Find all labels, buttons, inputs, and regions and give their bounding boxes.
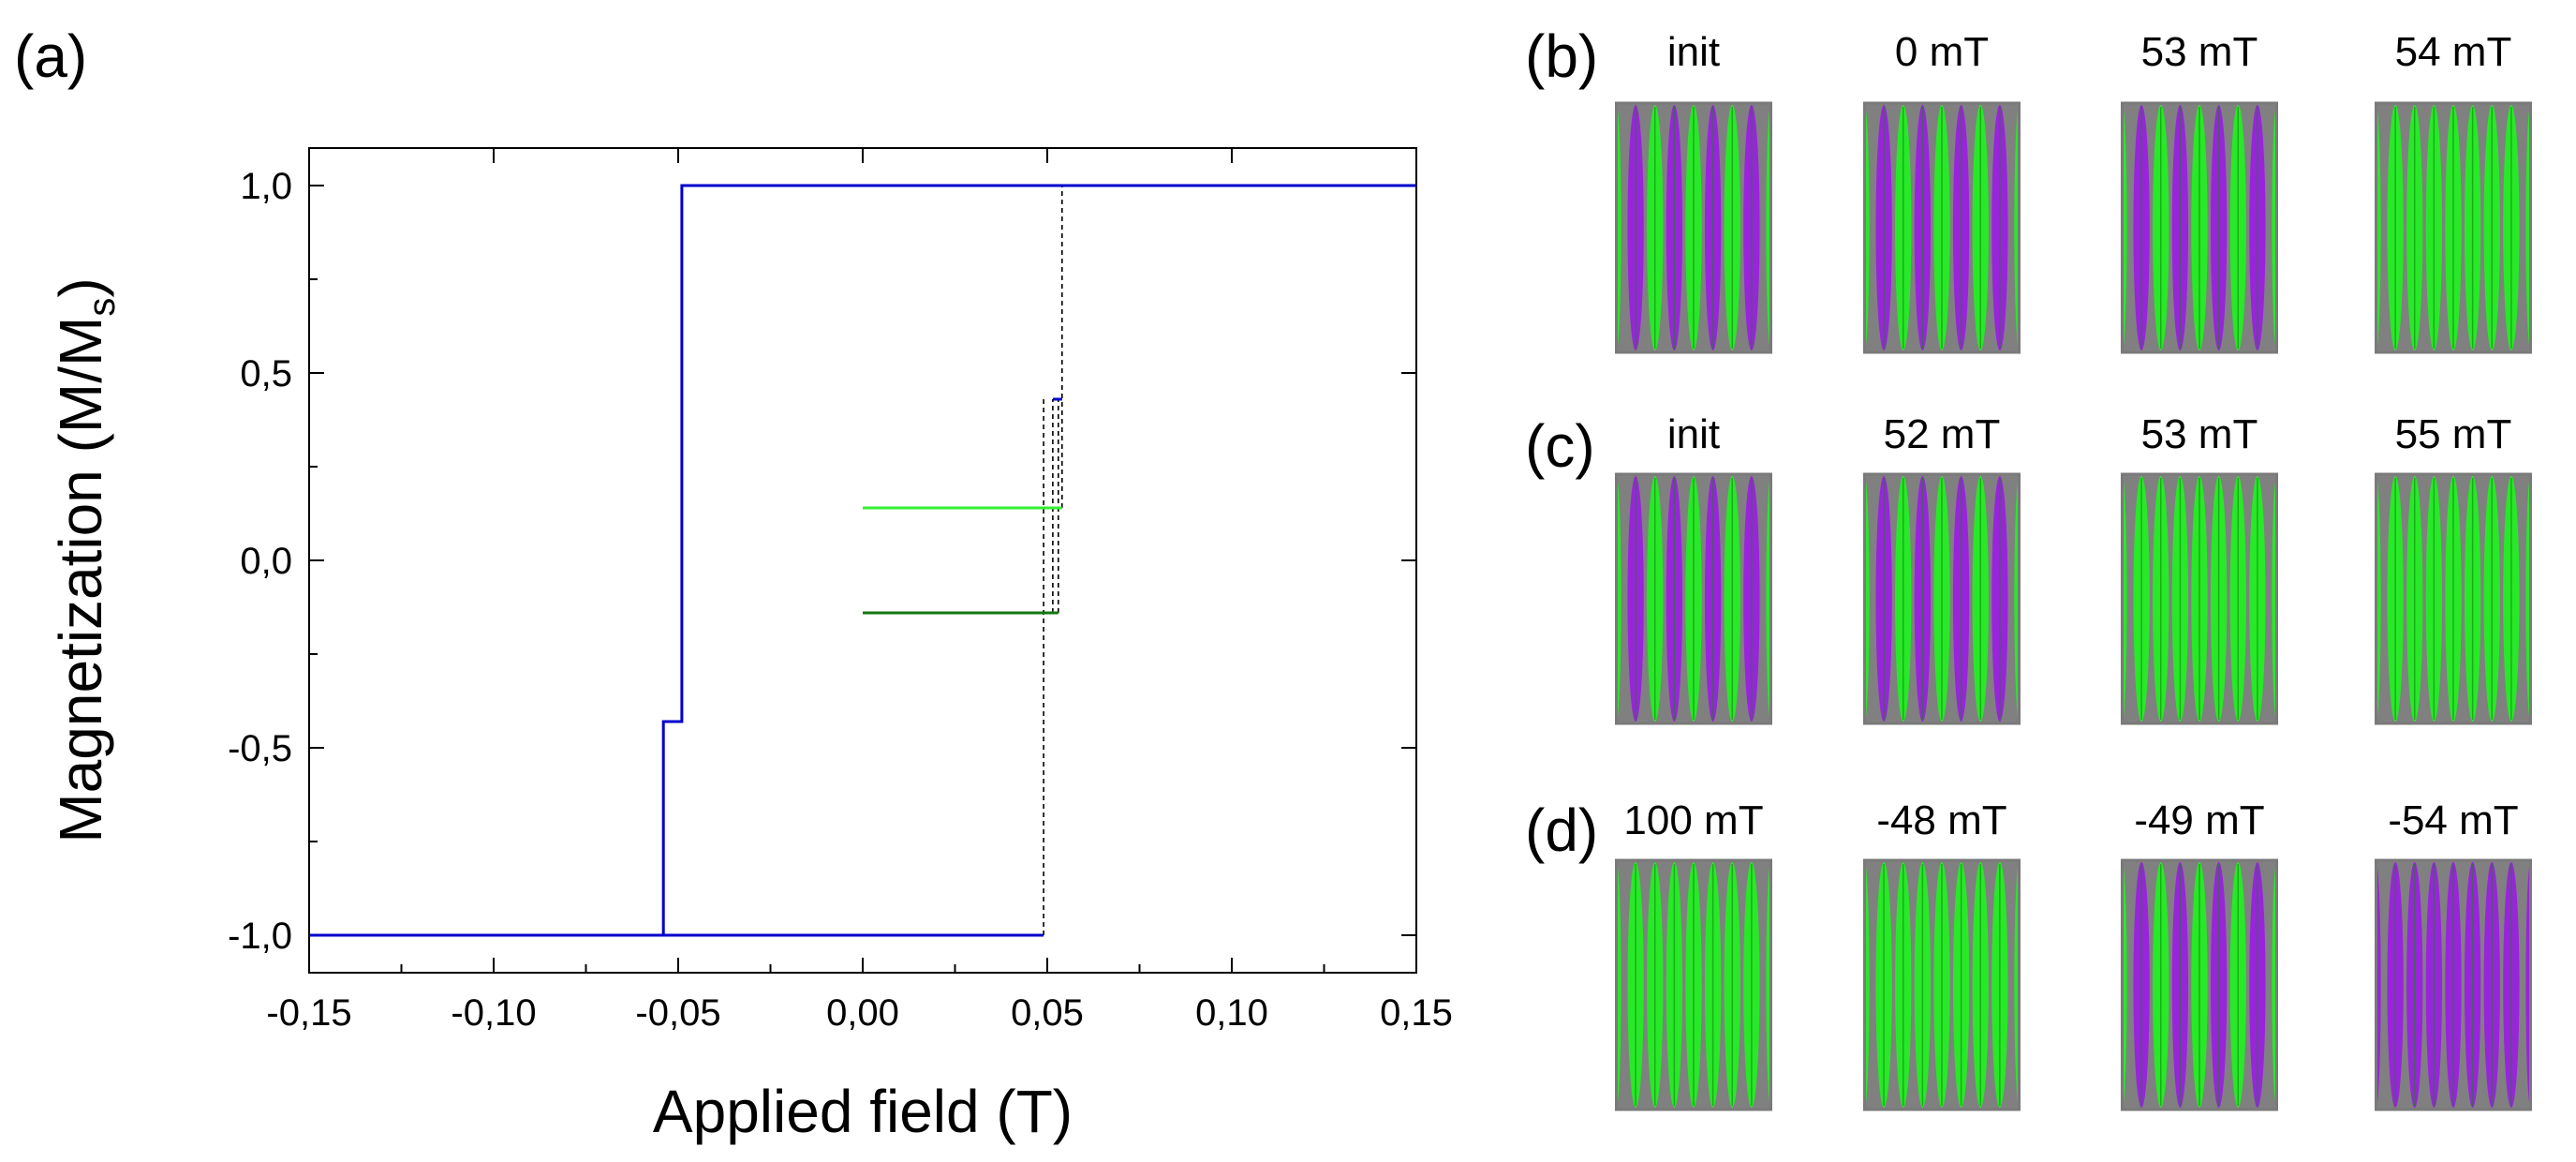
snapshot-mask-right bbox=[2530, 474, 2537, 723]
snapshot-mask-right bbox=[1770, 860, 1777, 1110]
snapshot-border bbox=[1615, 101, 1772, 354]
snapshot-mask-right bbox=[2530, 860, 2537, 1110]
snapshot-mask-left bbox=[1858, 103, 1865, 352]
x-tick-label: 0,10 bbox=[1195, 992, 1268, 1034]
snapshot-mask-left bbox=[2370, 860, 2376, 1110]
snapshot-mask-right bbox=[2019, 103, 2025, 352]
snapshot-b-1 bbox=[1610, 101, 1777, 354]
snapshot-mask-left bbox=[1858, 474, 1865, 723]
snapshot-c-3 bbox=[2116, 472, 2283, 725]
snapshot-label: 52 mT bbox=[1884, 411, 2001, 457]
snapshot-d-1 bbox=[1610, 858, 1777, 1111]
hysteresis-chart: -0,15 -0,10 -0,05 0,00 0,05 0,10 0,15 -1,0 -0,5… bbox=[47, 147, 1453, 1145]
snapshot-mask-left bbox=[1610, 103, 1617, 352]
snapshot-border bbox=[2375, 101, 2532, 354]
x-tick-label: 0,05 bbox=[1011, 992, 1084, 1034]
x-axis-title: Applied field (T) bbox=[653, 1078, 1073, 1145]
panel-label-c: (c) bbox=[1525, 412, 1595, 480]
snapshot-b-3 bbox=[2116, 101, 2283, 354]
snapshot-border bbox=[1615, 472, 1772, 725]
snapshot-mask-right bbox=[2276, 860, 2283, 1110]
snapshot-mask-left bbox=[2370, 103, 2376, 352]
series-major-loop bbox=[309, 184, 1416, 937]
series-layer bbox=[309, 184, 1416, 937]
snapshot-label: -48 mT bbox=[1876, 797, 2006, 843]
snapshot-mask-left bbox=[2116, 860, 2123, 1110]
snapshot-mask-right bbox=[2530, 103, 2537, 352]
snapshot-border bbox=[2121, 101, 2278, 354]
snapshot-d-4 bbox=[2370, 858, 2537, 1111]
x-axis: -0,15 -0,10 -0,05 0,00 0,05 0,10 0,15 bbox=[266, 148, 1453, 1034]
y-tick-label: 0,0 bbox=[240, 541, 292, 582]
y-axis-title-text: Magnetization (M/Ms) bbox=[47, 277, 123, 842]
x-tick-label: -0,05 bbox=[635, 992, 720, 1034]
y-axis-title-main: Magnetization (M/M bbox=[47, 317, 114, 843]
snapshot-label: init bbox=[1667, 411, 1720, 457]
snapshot-border bbox=[2121, 858, 2278, 1111]
panel-label-a: (a) bbox=[14, 22, 87, 90]
snapshot-c-2 bbox=[1858, 472, 2025, 725]
snapshot-b-2 bbox=[1858, 101, 2025, 354]
y-axis-title-close: ) bbox=[47, 277, 114, 297]
snapshot-label: 54 mT bbox=[2395, 29, 2512, 75]
x-tick-label: -0,15 bbox=[266, 992, 351, 1034]
y-tick-label: -1,0 bbox=[228, 916, 292, 957]
snapshot-mask-right bbox=[2276, 103, 2283, 352]
snapshot-border bbox=[1863, 101, 2021, 354]
snapshot-mask-right bbox=[1770, 474, 1777, 723]
y-tick-label: -0,5 bbox=[228, 728, 292, 769]
snapshot-border bbox=[2121, 472, 2278, 725]
panel-label-b: (b) bbox=[1525, 22, 1598, 90]
snapshot-label: -49 mT bbox=[2134, 797, 2264, 843]
x-tick-label: -0,10 bbox=[451, 992, 536, 1034]
x-tick-label: 0,00 bbox=[826, 992, 899, 1034]
y-tick-label: 1,0 bbox=[240, 166, 292, 207]
snapshot-mask-right bbox=[2276, 474, 2283, 723]
snapshot-border bbox=[2375, 472, 2532, 725]
snapshot-mask-left bbox=[2116, 103, 2123, 352]
snapshot-mask-right bbox=[2019, 474, 2025, 723]
snapshot-label: 55 mT bbox=[2395, 411, 2512, 457]
snapshot-b-4 bbox=[2370, 101, 2537, 354]
plot-frame bbox=[308, 147, 1417, 974]
y-axis: -1,0 -0,5 0,0 0,5 1,0 bbox=[228, 166, 1416, 957]
snapshot-c-4 bbox=[2370, 472, 2537, 725]
snapshot-label: 53 mT bbox=[2141, 411, 2258, 457]
snapshot-mask-right bbox=[1770, 103, 1777, 352]
snapshot-label: -54 mT bbox=[2388, 797, 2518, 843]
snapshot-c-1 bbox=[1610, 472, 1777, 725]
snapshot-border bbox=[1863, 472, 2021, 725]
snapshot-d-3 bbox=[2116, 858, 2283, 1111]
snapshot-mask-right bbox=[2019, 860, 2025, 1110]
snapshot-d-2 bbox=[1858, 858, 2025, 1111]
snapshot-border bbox=[2375, 858, 2532, 1111]
panel-label-d: (d) bbox=[1525, 797, 1598, 864]
snapshot-border bbox=[1863, 858, 2021, 1111]
y-axis-title-sub: s bbox=[81, 298, 123, 317]
snapshot-label: init bbox=[1667, 29, 1720, 75]
snapshot-label: 100 mT bbox=[1623, 797, 1763, 843]
snapshot-border bbox=[1615, 858, 1772, 1111]
y-tick-label: 0,5 bbox=[240, 353, 292, 395]
snapshot-mask-left bbox=[1610, 860, 1617, 1110]
y-axis-title: Magnetization (M/Ms) bbox=[47, 277, 123, 842]
snapshot-mask-left bbox=[1610, 474, 1617, 723]
x-tick-label: 0,15 bbox=[1380, 992, 1453, 1034]
snapshot-mask-left bbox=[2370, 474, 2376, 723]
domain-snapshots: (b) (c) (d) init 0 mT 53 mT 54 mT init 52 mT 5… bbox=[1525, 22, 2537, 1111]
snapshot-label: 0 mT bbox=[1895, 29, 1989, 75]
snapshot-mask-left bbox=[2116, 474, 2123, 723]
snapshot-label: 53 mT bbox=[2141, 29, 2258, 75]
snapshot-mask-left bbox=[1858, 860, 1865, 1110]
